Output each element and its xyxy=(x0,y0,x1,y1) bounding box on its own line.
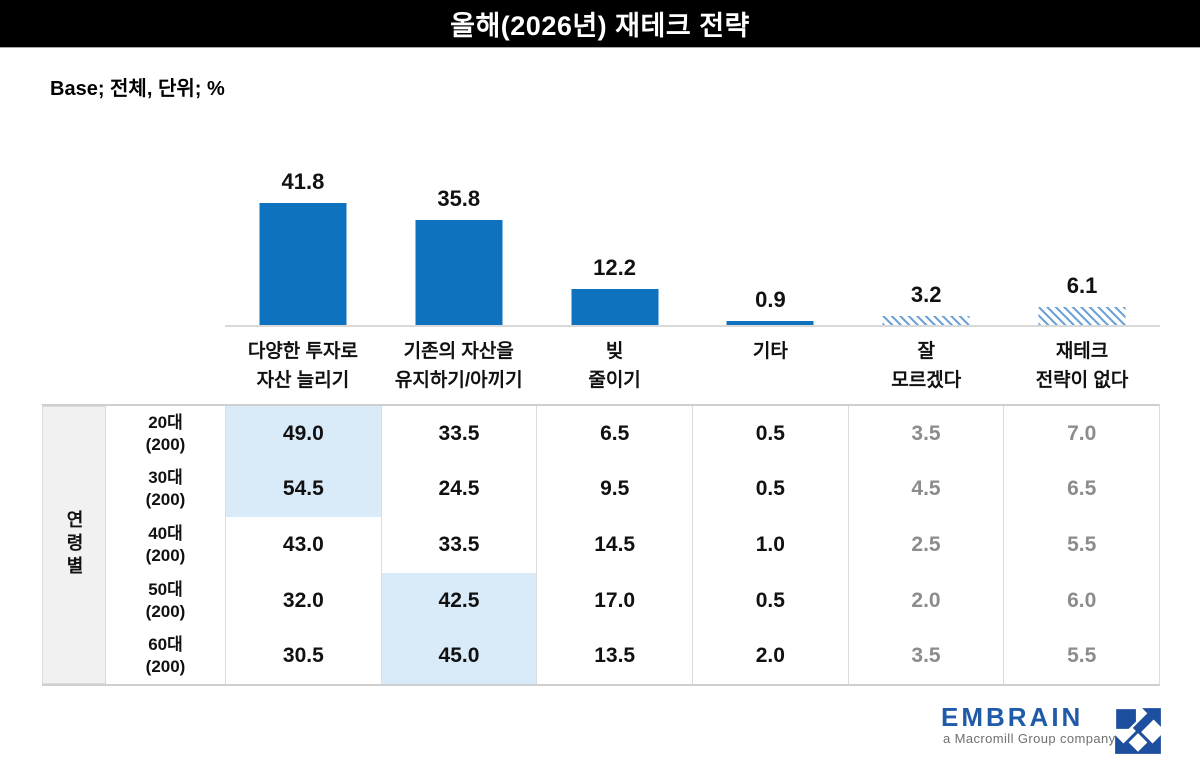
bar-hatched xyxy=(1038,307,1126,325)
chart-column: 12.2 xyxy=(537,140,693,325)
category-label: 다양한 투자로 자산 늘리기 xyxy=(247,341,358,391)
value-cell: 45.0 xyxy=(380,628,537,684)
bar-value-label: 41.8 xyxy=(281,169,325,194)
chart-column: 41.8 xyxy=(225,140,381,325)
age-cell: 30대 (200) xyxy=(145,468,186,510)
brand-name: EMBRAIN xyxy=(941,702,1084,732)
value-cell: 6.0 xyxy=(1003,572,1159,629)
value-cell: 2.0 xyxy=(692,628,848,684)
value-cell: 0.5 xyxy=(692,461,848,518)
value-cell: 24.5 xyxy=(380,461,537,518)
category-label: 기존의 자산을 유지하기/아끼기 xyxy=(394,341,523,391)
base-note: Base; 전체, 단위; % xyxy=(50,78,225,100)
value-cell: 43.0 xyxy=(225,517,381,573)
value-cell: 0.5 xyxy=(692,572,848,629)
value-cell: 6.5 xyxy=(536,406,692,462)
chart-category-labels: 다양한 투자로 자산 늘리기 기존의 자산을 유지하기/아끼기 빚 줄이기 기타 잘 모… xyxy=(225,337,1160,395)
value-cell: 14.5 xyxy=(536,517,692,573)
page-title: 올해(2026년) 재테크 전략 xyxy=(450,11,750,41)
value-cell: 54.5 xyxy=(225,461,381,518)
value-cell: 32.0 xyxy=(225,572,381,629)
value-cell: 5.5 xyxy=(1003,517,1159,573)
bar-value-label: 35.8 xyxy=(437,186,481,211)
value-cell: 7.0 xyxy=(1003,406,1159,462)
bar-chart: 41.8 35.8 12.2 0.9 3.2 6.1 xyxy=(225,140,1160,327)
value-cell: 33.5 xyxy=(380,517,537,573)
age-cell: 50대 (200) xyxy=(145,579,186,621)
category-label: 빚 줄이기 xyxy=(588,341,641,391)
title-bar: 올해(2026년) 재테크 전략 xyxy=(0,0,1200,48)
bar-value-label: 6.1 xyxy=(1066,273,1098,298)
bar-solid xyxy=(726,321,814,325)
value-cell: 6.5 xyxy=(1003,461,1159,518)
chart-column: 35.8 xyxy=(381,140,537,325)
bar-solid xyxy=(415,220,503,325)
value-cell: 2.0 xyxy=(847,572,1004,629)
embrain-mark-icon xyxy=(1115,708,1161,754)
bar-solid xyxy=(571,289,659,325)
chart-column: 0.9 xyxy=(692,140,848,325)
age-group-label-cell: 연령별 xyxy=(42,406,106,684)
bar-value-label: 12.2 xyxy=(593,255,636,280)
chart-column: 6.1 xyxy=(1004,140,1160,325)
value-cell: 9.5 xyxy=(536,461,692,518)
age-cell: 60대 (200) xyxy=(145,635,186,677)
value-cell: 1.0 xyxy=(692,517,848,573)
value-cell: 4.5 xyxy=(847,461,1004,518)
category-label: 기타 xyxy=(752,341,788,362)
value-cell: 33.5 xyxy=(380,406,537,462)
value-cell: 3.5 xyxy=(847,406,1004,462)
bar-solid xyxy=(259,203,347,325)
category-label: 재테크 전략이 없다 xyxy=(1035,341,1129,391)
value-cell: 30.5 xyxy=(225,628,381,684)
value-cell: 0.5 xyxy=(692,406,848,462)
value-cell: 13.5 xyxy=(536,628,692,684)
bar-value-label: 3.2 xyxy=(910,282,942,307)
value-cell: 42.5 xyxy=(380,572,537,629)
breakdown-table: 연령별 20대 (200) 49.0 33.5 6.5 0.5 3.5 7.0 30대 (200… xyxy=(42,404,1160,686)
age-group-label: 연령별 xyxy=(64,510,84,580)
bar-hatched xyxy=(882,316,970,325)
category-label: 잘 모르겠다 xyxy=(891,341,962,391)
brand-subtitle: a Macromill Group company xyxy=(943,731,1116,746)
value-cell: 2.5 xyxy=(847,517,1004,573)
value-cell: 5.5 xyxy=(1003,628,1159,684)
age-cell: 40대 (200) xyxy=(145,523,186,565)
bar-value-label: 0.9 xyxy=(755,287,786,312)
value-cell: 3.5 xyxy=(847,628,1004,684)
chart-column: 3.2 xyxy=(848,140,1004,325)
age-cell: 20대 (200) xyxy=(145,412,186,454)
value-cell: 17.0 xyxy=(536,572,692,629)
value-cell: 49.0 xyxy=(225,406,381,462)
